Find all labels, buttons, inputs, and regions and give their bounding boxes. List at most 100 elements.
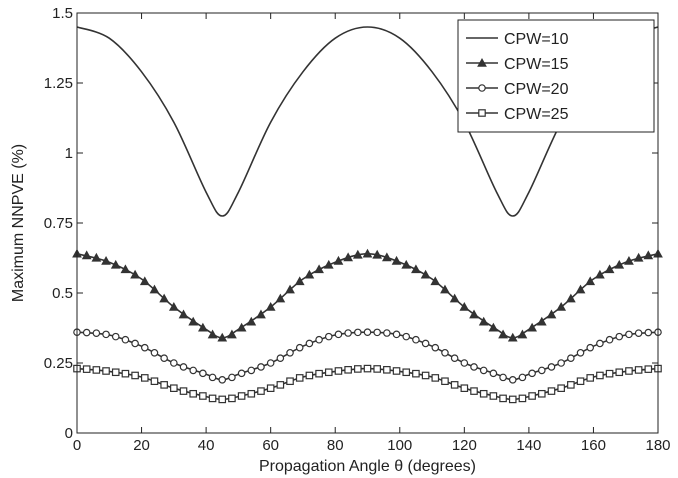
data-point	[198, 322, 208, 332]
x-tick-label: 140	[516, 437, 541, 454]
data-point	[546, 309, 557, 319]
data-point	[498, 329, 508, 339]
x-tick-label: 40	[198, 437, 215, 454]
data-point	[440, 284, 450, 294]
data-point	[402, 368, 411, 377]
data-point	[507, 332, 518, 342]
data-point	[547, 363, 556, 371]
data-point	[565, 293, 576, 303]
data-point	[615, 368, 624, 377]
data-point	[140, 343, 149, 352]
data-point	[218, 375, 227, 384]
data-point	[585, 276, 596, 286]
data-point	[449, 293, 460, 303]
data-point	[257, 363, 265, 371]
legend-item: CPW=10	[466, 31, 569, 48]
data-point	[208, 394, 217, 403]
data-point	[372, 249, 383, 259]
data-point	[102, 330, 110, 339]
data-point	[82, 328, 91, 337]
legend-swatch-marker	[478, 109, 486, 117]
data-point	[139, 276, 150, 286]
series-line	[76, 26, 659, 217]
data-point	[304, 269, 315, 279]
data-point	[178, 309, 189, 319]
data-point	[470, 387, 478, 395]
y-tick-label: 0.25	[44, 355, 73, 372]
data-point	[188, 316, 199, 326]
data-point	[256, 309, 266, 319]
data-point	[605, 369, 614, 378]
data-point	[266, 359, 275, 367]
data-point	[362, 248, 373, 258]
data-point	[324, 368, 333, 377]
x-tick-label: 20	[133, 437, 150, 454]
legend-label: CPW=20	[504, 81, 569, 98]
legend-item: CPW=25	[466, 106, 569, 123]
data-point	[159, 293, 170, 303]
data-point	[373, 328, 381, 337]
data-point	[412, 335, 420, 344]
legend-label: CPW=10	[504, 31, 569, 48]
data-point	[508, 395, 517, 404]
data-point	[392, 330, 401, 339]
data-point	[441, 377, 449, 386]
data-point	[295, 374, 304, 382]
data-point	[576, 377, 585, 386]
data-point	[450, 381, 459, 389]
data-point	[383, 329, 391, 337]
series-cpw-20	[73, 328, 662, 384]
data-point	[517, 329, 528, 339]
x-tick-label: 120	[452, 437, 477, 454]
legend: CPW=10 CPW=15 CPW=20 CPW=25	[457, 19, 655, 133]
data-point	[488, 322, 499, 332]
data-point	[324, 332, 333, 341]
x-tick-label: 60	[262, 437, 279, 454]
data-point	[402, 332, 411, 341]
data-point	[208, 373, 217, 382]
data-point	[576, 348, 585, 357]
data-point	[81, 250, 92, 260]
data-point	[228, 373, 236, 382]
legend-item: CPW=20	[466, 81, 569, 98]
data-point	[199, 369, 207, 378]
data-point	[420, 269, 431, 279]
y-tick-label: 0.75	[44, 215, 73, 232]
data-point	[334, 330, 343, 339]
data-point	[605, 335, 614, 344]
data-point	[189, 389, 198, 398]
x-tick-label: 0	[73, 437, 81, 454]
data-point	[431, 343, 440, 352]
x-tick-label: 160	[581, 437, 606, 454]
data-point	[595, 269, 605, 279]
data-point	[354, 328, 362, 337]
data-point	[285, 284, 295, 294]
x-tick-label: 100	[387, 437, 412, 454]
data-point	[421, 371, 430, 380]
data-point	[625, 367, 633, 375]
data-point	[586, 374, 595, 382]
data-point	[168, 301, 179, 311]
data-point	[294, 276, 305, 286]
legend-item: CPW=15	[466, 56, 569, 73]
data-point	[121, 369, 130, 378]
y-tick-label: 0	[65, 425, 73, 442]
data-point	[450, 354, 459, 362]
axes: 0 20 40 60 80 100 120 140 160 180 0 0.25 0.5 0.75 1 1.2…	[44, 5, 671, 454]
data-point	[615, 332, 624, 341]
data-point	[537, 366, 546, 375]
data-point	[217, 332, 228, 342]
data-point	[344, 329, 352, 337]
data-point	[218, 395, 227, 404]
data-point	[286, 348, 294, 357]
data-point	[557, 359, 565, 367]
data-point	[479, 389, 488, 398]
data-point	[305, 371, 314, 380]
series-layer	[72, 26, 663, 404]
data-point	[110, 259, 121, 269]
data-point	[237, 392, 246, 400]
data-point	[131, 339, 139, 348]
data-point	[189, 366, 198, 375]
data-point	[508, 375, 517, 384]
data-point	[111, 332, 120, 341]
